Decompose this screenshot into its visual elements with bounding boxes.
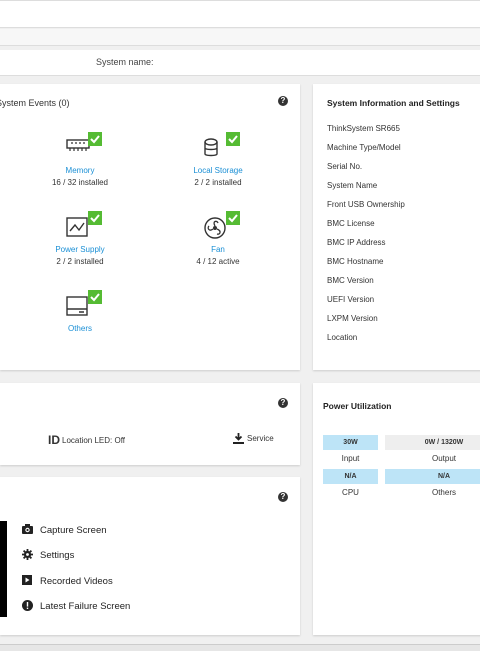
system-info-item: BMC IP Address [327, 238, 386, 247]
system-name-bar: System name: [0, 50, 480, 76]
download-icon [233, 433, 244, 444]
quick-actions-card: ? ID Location LED: Off Service [0, 383, 300, 465]
cpu-power-value: N/A [323, 469, 378, 484]
power-supply-label[interactable]: Power Supply [55, 245, 105, 254]
system-info-item: UEFI Version [327, 295, 375, 304]
local-storage-status: 2 / 2 installed [194, 178, 242, 187]
others-icon [66, 296, 88, 316]
power-utilization-card: Power Utilization 30W Input 0W / 1320W O… [313, 383, 480, 635]
others-power-value: N/A [385, 469, 480, 484]
others-power-label: Others [431, 488, 456, 497]
help-icon[interactable]: ? [278, 398, 288, 408]
others-label[interactable]: Others [67, 324, 92, 333]
output-power-label: Output [431, 454, 456, 463]
service-label: Service [247, 434, 274, 443]
help-icon[interactable]: ? [278, 492, 288, 502]
recorded-videos-label: Recorded Videos [40, 576, 113, 587]
alert-icon [22, 599, 33, 611]
others-item[interactable]: Others [25, 290, 135, 333]
power-supply-status: 2 / 2 installed [56, 257, 104, 266]
help-icon[interactable]: ? [278, 96, 288, 106]
footer-bar [0, 644, 480, 651]
system-info-title: System Information and Settings [327, 98, 460, 108]
ok-check-icon [226, 132, 240, 146]
system-info-card: System Information and Settings ThinkSys… [313, 84, 480, 370]
power-supply-item[interactable]: Power Supply 2 / 2 installed [25, 211, 135, 266]
memory-label[interactable]: Memory [65, 166, 95, 175]
play-icon [22, 575, 32, 585]
camera-icon [22, 524, 33, 534]
ok-check-icon [88, 132, 102, 146]
service-button[interactable]: Service [233, 433, 274, 444]
system-info-item: LXPM Version [327, 314, 378, 323]
system-name-label: System name: [96, 57, 154, 67]
top-bar [0, 0, 480, 28]
capture-screen-label: Capture Screen [40, 525, 107, 536]
fan-label[interactable]: Fan [211, 245, 225, 254]
fan-status: 4 / 12 active [196, 257, 240, 266]
location-led-toggle[interactable]: ID Location LED: Off [48, 433, 125, 447]
system-info-item: System Name [327, 181, 378, 190]
local-storage-item[interactable]: Local Storage 2 / 2 installed [163, 132, 273, 187]
latest-failure-screen-label: Latest Failure Screen [40, 601, 131, 612]
memory-icon [66, 139, 90, 151]
gear-icon [22, 548, 33, 560]
input-power-value: 30W [323, 435, 378, 450]
power-supply-icon [66, 217, 88, 237]
output-power-value: 0W / 1320W [385, 435, 480, 450]
settings-action[interactable]: Settings [22, 543, 74, 568]
local-storage-label[interactable]: Local Storage [193, 166, 243, 175]
fan-icon [204, 217, 226, 239]
system-info-item: ThinkSystem SR665 [327, 124, 400, 133]
system-info-item: BMC License [327, 219, 375, 228]
settings-label: Settings [40, 550, 75, 561]
ok-check-icon [88, 290, 102, 304]
input-power-label: Input [341, 454, 360, 463]
system-events-title: System Events (0) [0, 98, 70, 108]
system-info-item: Front USB Ownership [327, 200, 405, 209]
system-info-item: BMC Version [327, 276, 374, 285]
ok-check-icon [88, 211, 102, 225]
ok-check-icon [226, 211, 240, 225]
sub-bar [0, 29, 480, 46]
location-led-label: Location LED: Off [62, 435, 125, 445]
power-utilization-title: Power Utilization [323, 401, 392, 411]
capture-screen-action[interactable]: Capture Screen [22, 518, 107, 543]
recorded-videos-action[interactable]: Recorded Videos [22, 569, 113, 594]
storage-icon [204, 138, 218, 157]
latest-failure-screen-action[interactable]: Latest Failure Screen [22, 594, 130, 619]
system-info-item: Serial No. [327, 162, 363, 171]
cpu-power-label: CPU [342, 488, 359, 497]
remote-console-card: ? Capture Screen Settings Recorded Video… [0, 477, 300, 635]
id-icon: ID [48, 433, 60, 447]
system-info-list: ThinkSystem SR665 Machine Type/Model Seria… [313, 119, 480, 347]
fan-item[interactable]: Fan 4 / 12 active [163, 211, 273, 266]
system-info-item: BMC Hostname [327, 257, 384, 266]
system-info-item: Machine Type/Model [327, 143, 401, 152]
system-info-item: Location [327, 333, 358, 342]
memory-item[interactable]: Memory 16 / 32 installed [25, 132, 135, 187]
memory-status: 16 / 32 installed [51, 178, 109, 187]
console-preview[interactable] [0, 521, 7, 617]
system-events-card: System Events (0) ? Memory 16 / 32 insta… [0, 84, 300, 370]
